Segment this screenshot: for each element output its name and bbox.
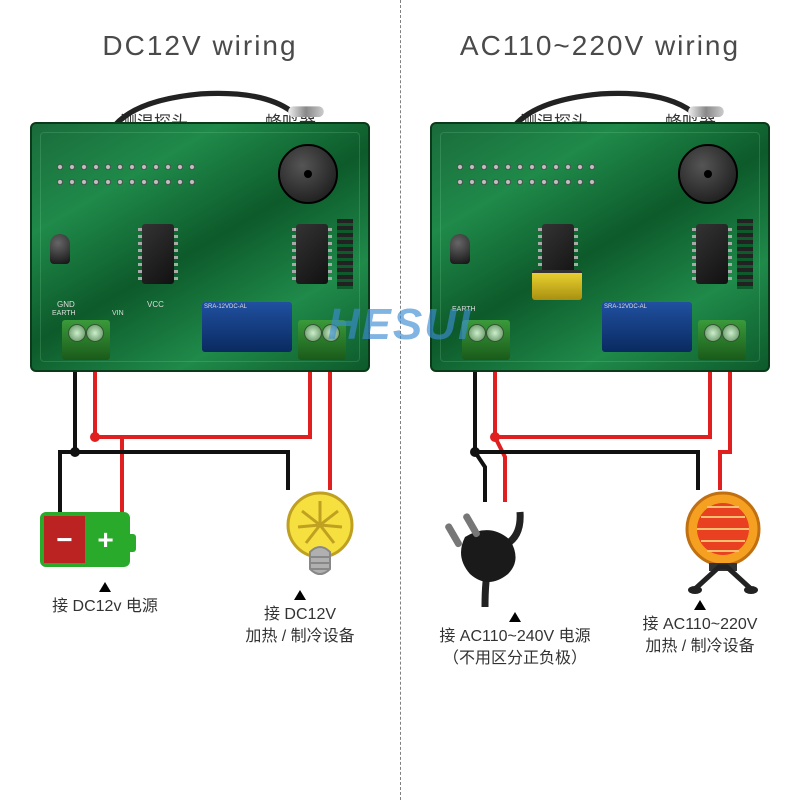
title-left: DC12V wiring [0,30,400,62]
buzzer-icon [678,144,738,204]
ic-chip [696,224,728,284]
resistor-array [737,219,753,289]
battery-icon: − + [40,512,130,567]
arrow-up-icon [509,612,521,622]
terminal-power [462,320,510,360]
pcb-board: SRA-12VDC-AL GND VCC EARTH VIN [30,122,370,372]
transformer-icon [532,270,582,300]
wiring-left: − + 接 DC12v 电源 接 DC12V 加热 / 制冷设备 [30,372,370,672]
panel-dc12v: DC12V wiring 测温探头 蜂鸣器 SRA-12VDC- [0,0,400,800]
ic-chip [296,224,328,284]
svg-text:GND: GND [57,300,75,309]
diagram-container: DC12V wiring 测温探头 蜂鸣器 SRA-12VDC- [0,0,800,800]
svg-text:VCC: VCC [147,300,164,309]
svg-text:EARTH: EARTH [452,306,476,313]
label-load-right: 接 AC110~220V 加热 / 制冷设备 [610,600,790,659]
pcb-silk-labels: GND VCC EARTH VIN [52,297,182,315]
pcb-silk-labels: EARTH [452,297,582,315]
ic-chip [142,224,174,284]
panel-divider [400,0,401,800]
wiring-right: 接 AC110~240V 电源 （不用区分正负极） 接 AC110~220V 加… [430,372,770,672]
buzzer-icon [278,144,338,204]
svg-text:EARTH: EARTH [52,310,76,315]
arrow-up-icon [294,590,306,600]
relay: SRA-12VDC-AL [602,302,692,352]
terminal-power [62,320,110,360]
heater-icon [675,487,770,597]
relay: SRA-12VDC-AL [202,302,292,352]
panel-ac220v: AC110~220V wiring 测温探头 蜂鸣器 S [400,0,800,800]
title-right: AC110~220V wiring [400,30,800,62]
label-power-right: 接 AC110~240V 电源 （不用区分正负极） [415,612,615,671]
bulb-icon [280,487,360,587]
pcb-left: SRA-12VDC-AL GND VCC EARTH VIN [30,122,370,372]
label-power-left: 接 DC12v 电源 [30,582,180,618]
arrow-up-icon [694,600,706,610]
capacitor-icon [50,234,70,264]
pcb-right: SRA-12VDC-AL EARTH [430,122,770,372]
terminal-load [698,320,746,360]
label-load-left: 接 DC12V 加热 / 制冷设备 [210,590,390,649]
pcb-board: SRA-12VDC-AL EARTH [430,122,770,372]
resistor-array [337,219,353,289]
terminal-load [298,320,346,360]
plug-icon [430,492,540,612]
capacitor-icon [450,234,470,264]
arrow-up-icon [99,582,111,592]
svg-text:VIN: VIN [112,310,124,315]
